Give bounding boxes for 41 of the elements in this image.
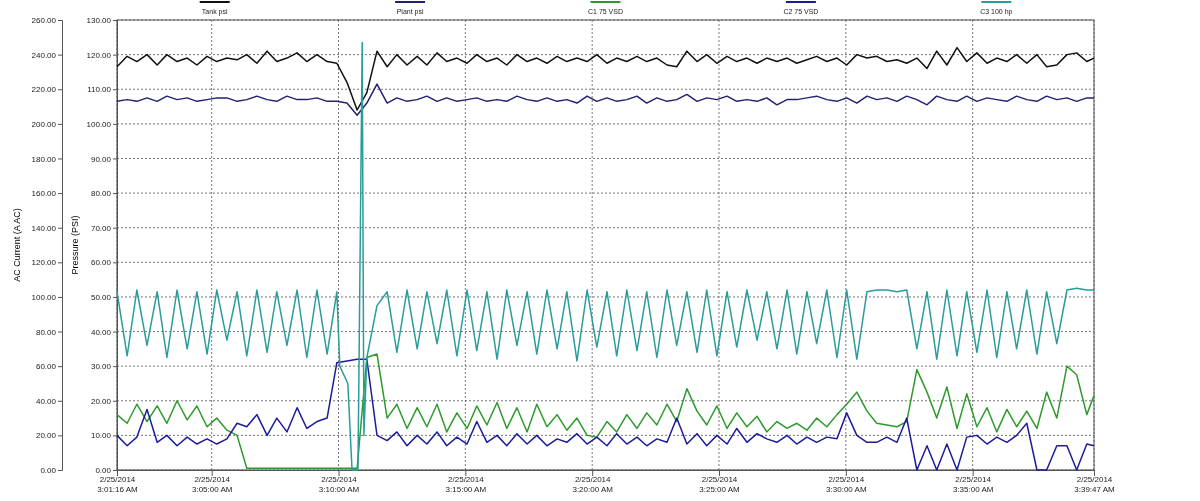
x-tick-label: 2/25/2014 3:30:00 AM xyxy=(826,475,867,494)
y2-axis-title: Pressure (PSI) xyxy=(70,215,80,275)
line-series xyxy=(116,83,1095,116)
x-tick-label: 2/25/2014 3:01:16 AM xyxy=(97,475,139,494)
y2-tick-label: 80.00 xyxy=(90,189,112,199)
y2-tick-label: 40.00 xyxy=(90,327,112,337)
y-tick-label: 220.00 xyxy=(31,85,57,95)
y2-tick-label: 100.00 xyxy=(86,119,112,129)
y2-tick-label: 110.00 xyxy=(87,85,112,95)
y-tick-label: 180.00 xyxy=(31,154,57,164)
x-tick-label: 2/25/2014 3:25:00 AM xyxy=(699,475,741,494)
y2-tick-label: 90.00 xyxy=(90,154,112,164)
y2-tick-label: 70.00 xyxy=(90,223,112,233)
y-tick-label: 260.00 xyxy=(31,16,57,26)
y-axis-title: AC Current (A AC) xyxy=(12,208,22,282)
x-tick-label: 2/25/2014 3:39:47 AM xyxy=(1074,475,1116,494)
y-tick-label: 120.00 xyxy=(31,258,57,268)
y-tick-label: 40.00 xyxy=(35,396,57,406)
x-tick-label: 2/25/2014 3:20:00 AM xyxy=(572,475,614,494)
y2-tick-label: 10.00 xyxy=(90,431,112,441)
x-tick-label: 2/25/2014 3:15:00 AM xyxy=(445,475,487,494)
line-series xyxy=(116,46,1095,111)
y-tick-label: 0.00 xyxy=(40,466,57,476)
y2-tick-label: 30.00 xyxy=(90,362,112,372)
y2-tick-label: 130.00 xyxy=(86,16,112,26)
y-tick-label: 200.00 xyxy=(31,119,57,129)
y2-tick-label: 20.00 xyxy=(90,396,112,406)
y2-tick-label: 120.00 xyxy=(86,50,112,60)
y-tick-label: 140.00 xyxy=(31,223,57,233)
y-tick-label: 100.00 xyxy=(31,292,57,302)
x-tick-label: 2/25/2014 3:05:00 AM xyxy=(191,475,233,494)
y2-tick-label: 0.00 xyxy=(95,466,112,476)
x-tick-label: 2/25/2014 3:10:00 AM xyxy=(318,475,360,494)
y-tick-label: 160.00 xyxy=(31,189,57,199)
y-tick-label: 80.00 xyxy=(35,327,57,337)
y-tick-label: 20.00 xyxy=(35,431,57,441)
y2-tick-label: 50.00 xyxy=(90,292,112,302)
y-tick-label: 60.00 xyxy=(35,362,57,372)
y2-tick-label: 60.00 xyxy=(90,258,112,268)
x-tick-label: 2/25/2014 3:35:00 AM xyxy=(952,475,994,494)
y-tick-label: 240.00 xyxy=(31,50,57,60)
